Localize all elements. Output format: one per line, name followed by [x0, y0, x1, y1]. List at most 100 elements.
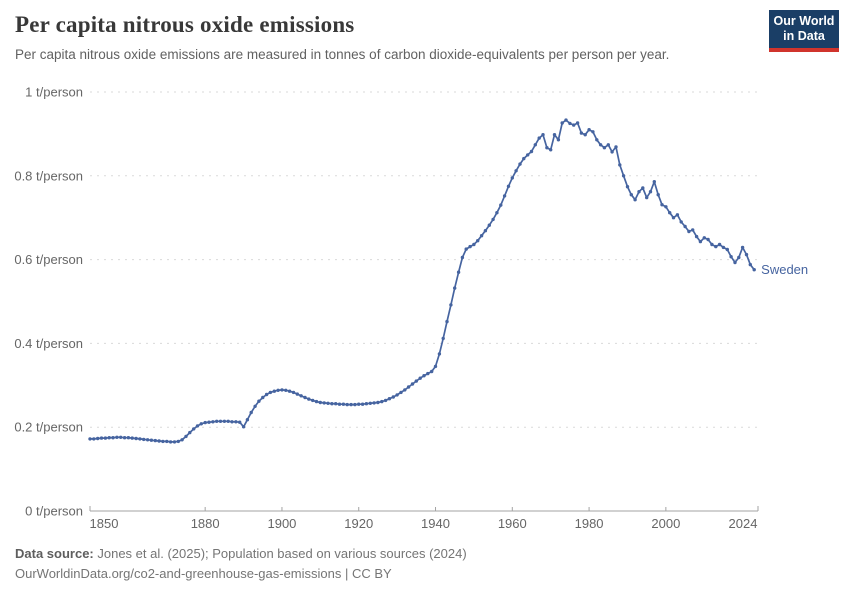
data-point-marker[interactable] [533, 143, 537, 147]
owid-logo[interactable]: Our World in Data [769, 10, 839, 52]
data-point-marker[interactable] [656, 193, 660, 197]
data-point-marker[interactable] [706, 237, 710, 242]
data-point-marker[interactable] [637, 190, 641, 194]
data-point-marker[interactable] [499, 203, 503, 207]
data-point-marker[interactable] [122, 436, 127, 440]
data-point-marker[interactable] [245, 418, 250, 422]
data-point-marker[interactable] [380, 399, 384, 404]
data-point-marker[interactable] [529, 149, 534, 154]
data-point-marker[interactable] [218, 419, 223, 423]
data-point-marker[interactable] [157, 439, 161, 443]
data-point-marker[interactable] [241, 425, 246, 429]
data-point-marker[interactable] [456, 270, 461, 274]
data-point-marker[interactable] [668, 211, 672, 215]
data-point-marker[interactable] [568, 121, 572, 126]
data-point-marker[interactable] [671, 216, 676, 220]
data-point-marker[interactable] [476, 239, 480, 243]
data-point-marker[interactable] [211, 420, 215, 424]
data-point-marker[interactable] [341, 402, 346, 406]
data-point-marker[interactable] [487, 223, 491, 227]
data-point-marker[interactable] [433, 364, 438, 369]
data-point-marker[interactable] [238, 420, 242, 424]
data-point-marker[interactable] [579, 131, 584, 135]
data-point-marker[interactable] [729, 255, 733, 259]
data-point-marker[interactable] [652, 180, 656, 184]
data-point-marker[interactable] [537, 136, 541, 140]
data-point-marker[interactable] [115, 435, 119, 439]
data-point-marker[interactable] [360, 402, 365, 406]
data-point-marker[interactable] [287, 389, 292, 393]
data-point-marker[interactable] [142, 437, 146, 442]
data-point-marker[interactable] [491, 217, 495, 222]
data-point-marker[interactable] [641, 186, 645, 190]
data-point-marker[interactable] [479, 234, 484, 238]
data-point-marker[interactable] [314, 399, 319, 404]
data-point-marker[interactable] [345, 402, 349, 407]
data-point-marker[interactable] [264, 392, 269, 397]
data-point-marker[interactable] [138, 437, 142, 441]
data-point-marker[interactable] [387, 397, 392, 401]
data-point-marker[interactable] [395, 393, 399, 397]
data-point-marker[interactable] [710, 242, 714, 247]
data-point-marker[interactable] [195, 424, 200, 428]
data-point-marker[interactable] [430, 369, 434, 374]
data-point-marker[interactable] [694, 234, 699, 239]
data-point-marker[interactable] [714, 244, 718, 249]
data-point-marker[interactable] [295, 392, 299, 396]
data-point-marker[interactable] [495, 211, 499, 215]
data-point-marker[interactable] [180, 438, 184, 442]
data-point-marker[interactable] [621, 174, 626, 178]
data-point-marker[interactable] [664, 205, 668, 209]
data-point-marker[interactable] [683, 224, 687, 229]
data-point-marker[interactable] [307, 397, 311, 401]
data-point-marker[interactable] [161, 439, 165, 444]
data-point-marker[interactable] [406, 385, 411, 389]
data-point-marker[interactable] [675, 213, 680, 217]
data-point-marker[interactable] [464, 247, 468, 251]
data-point-marker[interactable] [422, 374, 426, 378]
data-point-marker[interactable] [376, 400, 380, 405]
data-point-marker[interactable] [230, 420, 234, 424]
data-point-marker[interactable] [280, 388, 284, 392]
data-point-marker[interactable] [526, 153, 530, 157]
data-point-marker[interactable] [203, 420, 207, 425]
data-point-marker[interactable] [744, 252, 749, 257]
data-point-marker[interactable] [502, 194, 507, 198]
data-point-marker[interactable] [510, 176, 514, 180]
data-point-marker[interactable] [514, 169, 518, 173]
series-label-sweden[interactable]: Sweden [761, 262, 808, 277]
data-point-marker[interactable] [399, 390, 403, 395]
data-point-marker[interactable] [541, 133, 545, 137]
data-point-marker[interactable] [418, 376, 422, 380]
data-point-marker[interactable] [737, 255, 741, 260]
data-point-marker[interactable] [334, 402, 338, 406]
data-point-marker[interactable] [234, 420, 238, 424]
data-point-marker[interactable] [602, 146, 607, 150]
data-point-marker[interactable] [134, 436, 138, 441]
data-point-marker[interactable] [583, 133, 587, 137]
data-point-marker[interactable] [103, 436, 108, 440]
data-point-marker[interactable] [276, 388, 280, 392]
data-point-marker[interactable] [410, 382, 415, 386]
data-point-marker[interactable] [99, 436, 104, 440]
data-point-marker[interactable] [153, 438, 157, 443]
data-point-marker[interactable] [725, 247, 729, 252]
data-point-marker[interactable] [598, 143, 603, 147]
data-point-marker[interactable] [717, 242, 722, 247]
data-point-marker[interactable] [184, 434, 188, 439]
data-point-marker[interactable] [299, 394, 303, 398]
data-point-marker[interactable] [560, 121, 564, 125]
data-point-marker[interactable] [284, 388, 288, 392]
data-point-marker[interactable] [645, 195, 649, 200]
data-point-marker[interactable] [591, 130, 595, 134]
data-point-marker[interactable] [449, 303, 453, 307]
data-point-marker[interactable] [618, 163, 622, 167]
data-point-marker[interactable] [199, 422, 203, 426]
data-point-marker[interactable] [291, 390, 296, 395]
data-point-marker[interactable] [253, 404, 257, 408]
data-point-marker[interactable] [453, 286, 457, 290]
data-point-marker[interactable] [226, 419, 230, 423]
data-point-marker[interactable] [468, 244, 472, 249]
data-point-marker[interactable] [518, 162, 522, 166]
data-point-marker[interactable] [303, 395, 307, 400]
